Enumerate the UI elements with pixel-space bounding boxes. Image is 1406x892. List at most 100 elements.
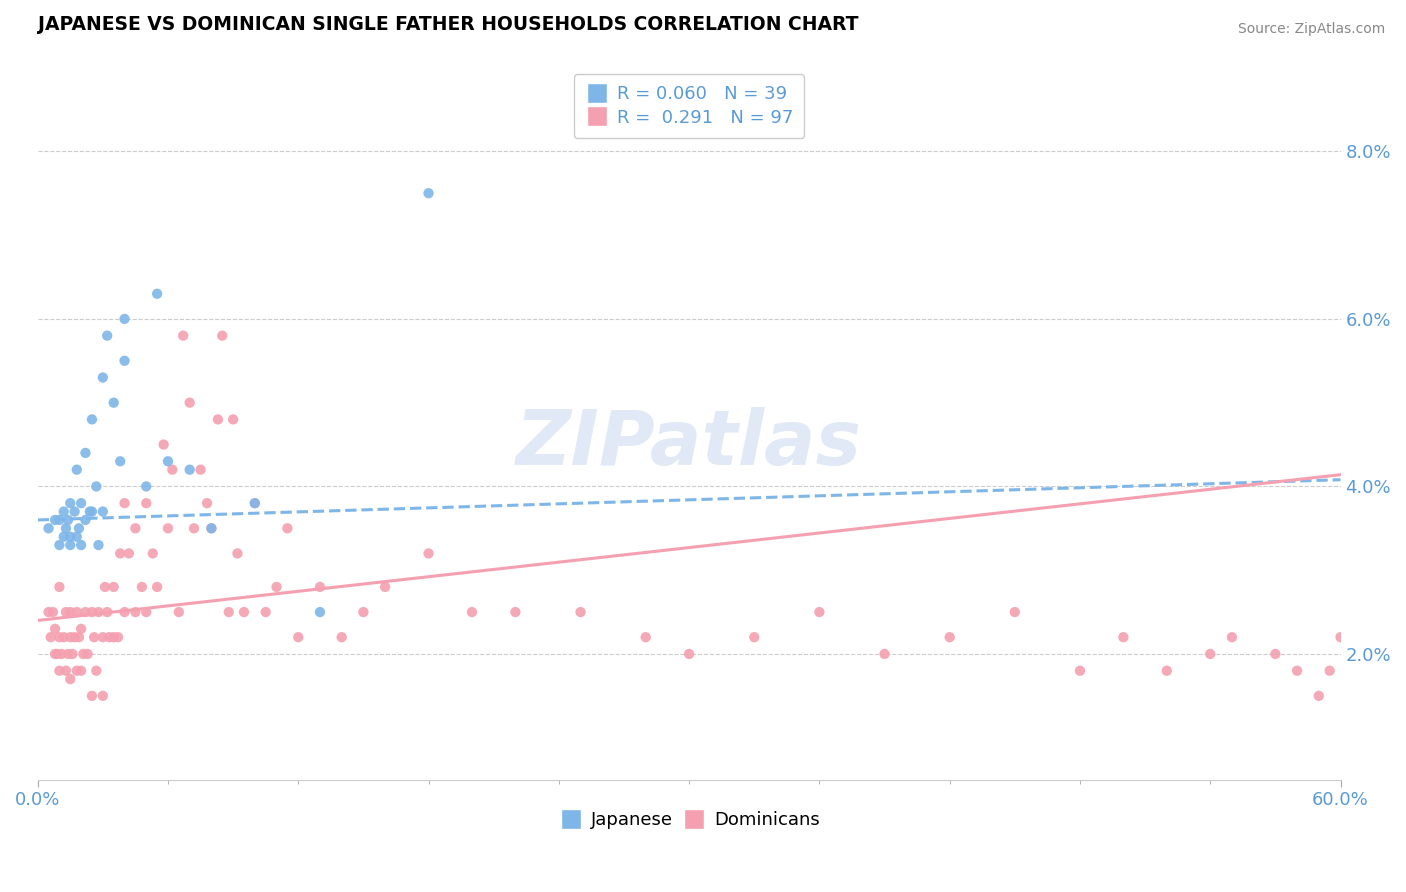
Point xyxy=(1004,605,1026,619)
Point xyxy=(103,395,125,409)
Point xyxy=(63,504,86,518)
Point xyxy=(91,689,114,703)
Point xyxy=(1156,664,1178,678)
Point xyxy=(135,605,157,619)
Point xyxy=(44,622,66,636)
Point xyxy=(66,530,89,544)
Point xyxy=(55,521,77,535)
Point xyxy=(330,630,353,644)
Point xyxy=(66,605,89,619)
Point xyxy=(87,605,110,619)
Point xyxy=(183,521,205,535)
Point xyxy=(48,580,70,594)
Point xyxy=(51,647,73,661)
Point xyxy=(167,605,190,619)
Point xyxy=(226,546,249,560)
Point xyxy=(55,605,77,619)
Point xyxy=(48,630,70,644)
Point xyxy=(59,496,82,510)
Point xyxy=(75,605,97,619)
Point xyxy=(70,622,93,636)
Point xyxy=(67,521,90,535)
Point xyxy=(233,605,256,619)
Point xyxy=(75,513,97,527)
Point xyxy=(156,521,179,535)
Point xyxy=(1286,664,1309,678)
Point xyxy=(254,605,277,619)
Point xyxy=(80,504,103,518)
Point xyxy=(678,647,700,661)
Point xyxy=(418,186,440,201)
Point xyxy=(172,328,194,343)
Point xyxy=(287,630,309,644)
Point xyxy=(80,605,103,619)
Legend: Japanese, Dominicans: Japanese, Dominicans xyxy=(551,804,827,836)
Point xyxy=(1264,647,1286,661)
Text: Source: ZipAtlas.com: Source: ZipAtlas.com xyxy=(1237,22,1385,37)
Point xyxy=(195,496,218,510)
Point xyxy=(70,496,93,510)
Point xyxy=(118,546,141,560)
Point xyxy=(80,689,103,703)
Point xyxy=(103,580,125,594)
Point xyxy=(86,664,108,678)
Point xyxy=(42,605,65,619)
Point xyxy=(55,664,77,678)
Point xyxy=(938,630,960,644)
Point xyxy=(418,546,440,560)
Point xyxy=(66,463,89,477)
Point xyxy=(86,479,108,493)
Point xyxy=(131,580,153,594)
Point xyxy=(48,538,70,552)
Point xyxy=(38,605,60,619)
Point xyxy=(80,412,103,426)
Point xyxy=(39,630,62,644)
Point xyxy=(461,605,484,619)
Point xyxy=(52,530,75,544)
Point xyxy=(48,664,70,678)
Point xyxy=(142,546,165,560)
Point xyxy=(59,530,82,544)
Point xyxy=(76,647,98,661)
Point xyxy=(114,311,136,326)
Point xyxy=(505,605,527,619)
Point xyxy=(179,395,201,409)
Point xyxy=(98,630,121,644)
Point xyxy=(222,412,245,426)
Point xyxy=(135,496,157,510)
Point xyxy=(569,605,592,619)
Text: ZIPatlas: ZIPatlas xyxy=(516,408,862,482)
Point xyxy=(107,630,129,644)
Point xyxy=(146,286,169,301)
Point xyxy=(70,664,93,678)
Point xyxy=(873,647,896,661)
Point xyxy=(72,647,94,661)
Text: JAPANESE VS DOMINICAN SINGLE FATHER HOUSEHOLDS CORRELATION CHART: JAPANESE VS DOMINICAN SINGLE FATHER HOUS… xyxy=(38,15,858,34)
Point xyxy=(190,463,212,477)
Point xyxy=(114,353,136,368)
Point xyxy=(808,605,831,619)
Point xyxy=(309,580,332,594)
Point xyxy=(152,437,174,451)
Point xyxy=(1069,664,1091,678)
Point xyxy=(94,580,117,594)
Point xyxy=(309,605,332,619)
Point xyxy=(1329,630,1351,644)
Point xyxy=(146,580,169,594)
Point xyxy=(59,672,82,686)
Point xyxy=(91,504,114,518)
Point xyxy=(91,630,114,644)
Point xyxy=(1199,647,1222,661)
Point xyxy=(70,538,93,552)
Point xyxy=(62,647,84,661)
Point xyxy=(1308,689,1330,703)
Point xyxy=(1112,630,1135,644)
Point xyxy=(179,463,201,477)
Point xyxy=(124,521,146,535)
Point xyxy=(243,496,266,510)
Point xyxy=(46,647,69,661)
Point xyxy=(218,605,240,619)
Point xyxy=(114,496,136,510)
Point xyxy=(108,454,131,468)
Point xyxy=(75,446,97,460)
